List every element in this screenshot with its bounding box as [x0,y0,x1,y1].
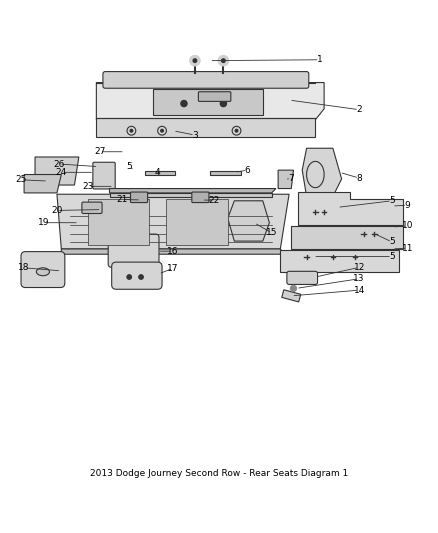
Text: 8: 8 [356,174,362,182]
Polygon shape [166,199,228,245]
Text: 5: 5 [389,196,395,205]
Text: 19: 19 [38,218,49,227]
Text: 6: 6 [244,166,251,175]
Text: 2013 Dodge Journey Second Row - Rear Seats Diagram 1: 2013 Dodge Journey Second Row - Rear Sea… [90,469,348,478]
FancyBboxPatch shape [103,71,309,88]
Circle shape [222,59,225,62]
Circle shape [290,285,297,292]
Text: 9: 9 [404,201,410,209]
Text: 18: 18 [18,263,30,272]
FancyBboxPatch shape [21,252,65,287]
Text: 16: 16 [167,247,179,256]
Circle shape [139,275,143,279]
Polygon shape [278,170,293,189]
Text: 22: 22 [208,196,219,205]
Text: 7: 7 [288,174,294,183]
Polygon shape [88,199,149,245]
Text: 26: 26 [53,159,65,168]
FancyBboxPatch shape [192,192,209,203]
Polygon shape [57,194,289,249]
Text: 23: 23 [83,182,94,191]
Polygon shape [228,201,269,241]
Text: 15: 15 [266,228,277,237]
Polygon shape [298,192,403,225]
Polygon shape [280,251,399,272]
FancyBboxPatch shape [82,202,102,214]
Polygon shape [35,157,79,185]
Circle shape [235,130,238,132]
Polygon shape [96,83,324,120]
Text: 24: 24 [56,168,67,177]
FancyBboxPatch shape [93,162,115,189]
FancyBboxPatch shape [287,271,318,285]
Circle shape [130,130,133,132]
Polygon shape [282,290,301,302]
FancyBboxPatch shape [108,234,159,268]
FancyBboxPatch shape [198,92,231,101]
Circle shape [181,101,187,107]
Circle shape [161,130,163,132]
Circle shape [220,101,226,107]
Polygon shape [145,171,175,174]
Text: 20: 20 [51,206,63,215]
Text: 5: 5 [389,238,395,246]
Text: 10: 10 [402,221,413,230]
Polygon shape [153,89,263,115]
FancyBboxPatch shape [131,192,148,203]
Polygon shape [210,171,241,175]
Text: 13: 13 [353,274,365,283]
Text: 5: 5 [389,252,395,261]
Ellipse shape [36,268,49,276]
FancyBboxPatch shape [112,262,162,289]
Polygon shape [96,118,315,138]
Text: 11: 11 [402,244,413,253]
Text: 17: 17 [167,264,179,273]
Text: 1: 1 [317,55,323,64]
Text: 27: 27 [94,147,106,156]
Circle shape [218,55,229,66]
Text: 14: 14 [353,286,365,295]
Polygon shape [61,249,285,254]
Polygon shape [302,148,342,197]
Text: 3: 3 [192,131,198,140]
Circle shape [193,59,197,62]
Text: 5: 5 [126,162,132,171]
Text: 21: 21 [116,195,127,204]
Text: 2: 2 [357,105,362,114]
Circle shape [127,275,131,279]
Polygon shape [24,174,61,193]
Text: 4: 4 [155,168,160,177]
Text: 25: 25 [15,175,27,184]
Text: 12: 12 [353,263,365,272]
Polygon shape [110,189,276,193]
Circle shape [190,55,200,66]
Polygon shape [291,226,403,249]
Polygon shape [110,193,272,197]
